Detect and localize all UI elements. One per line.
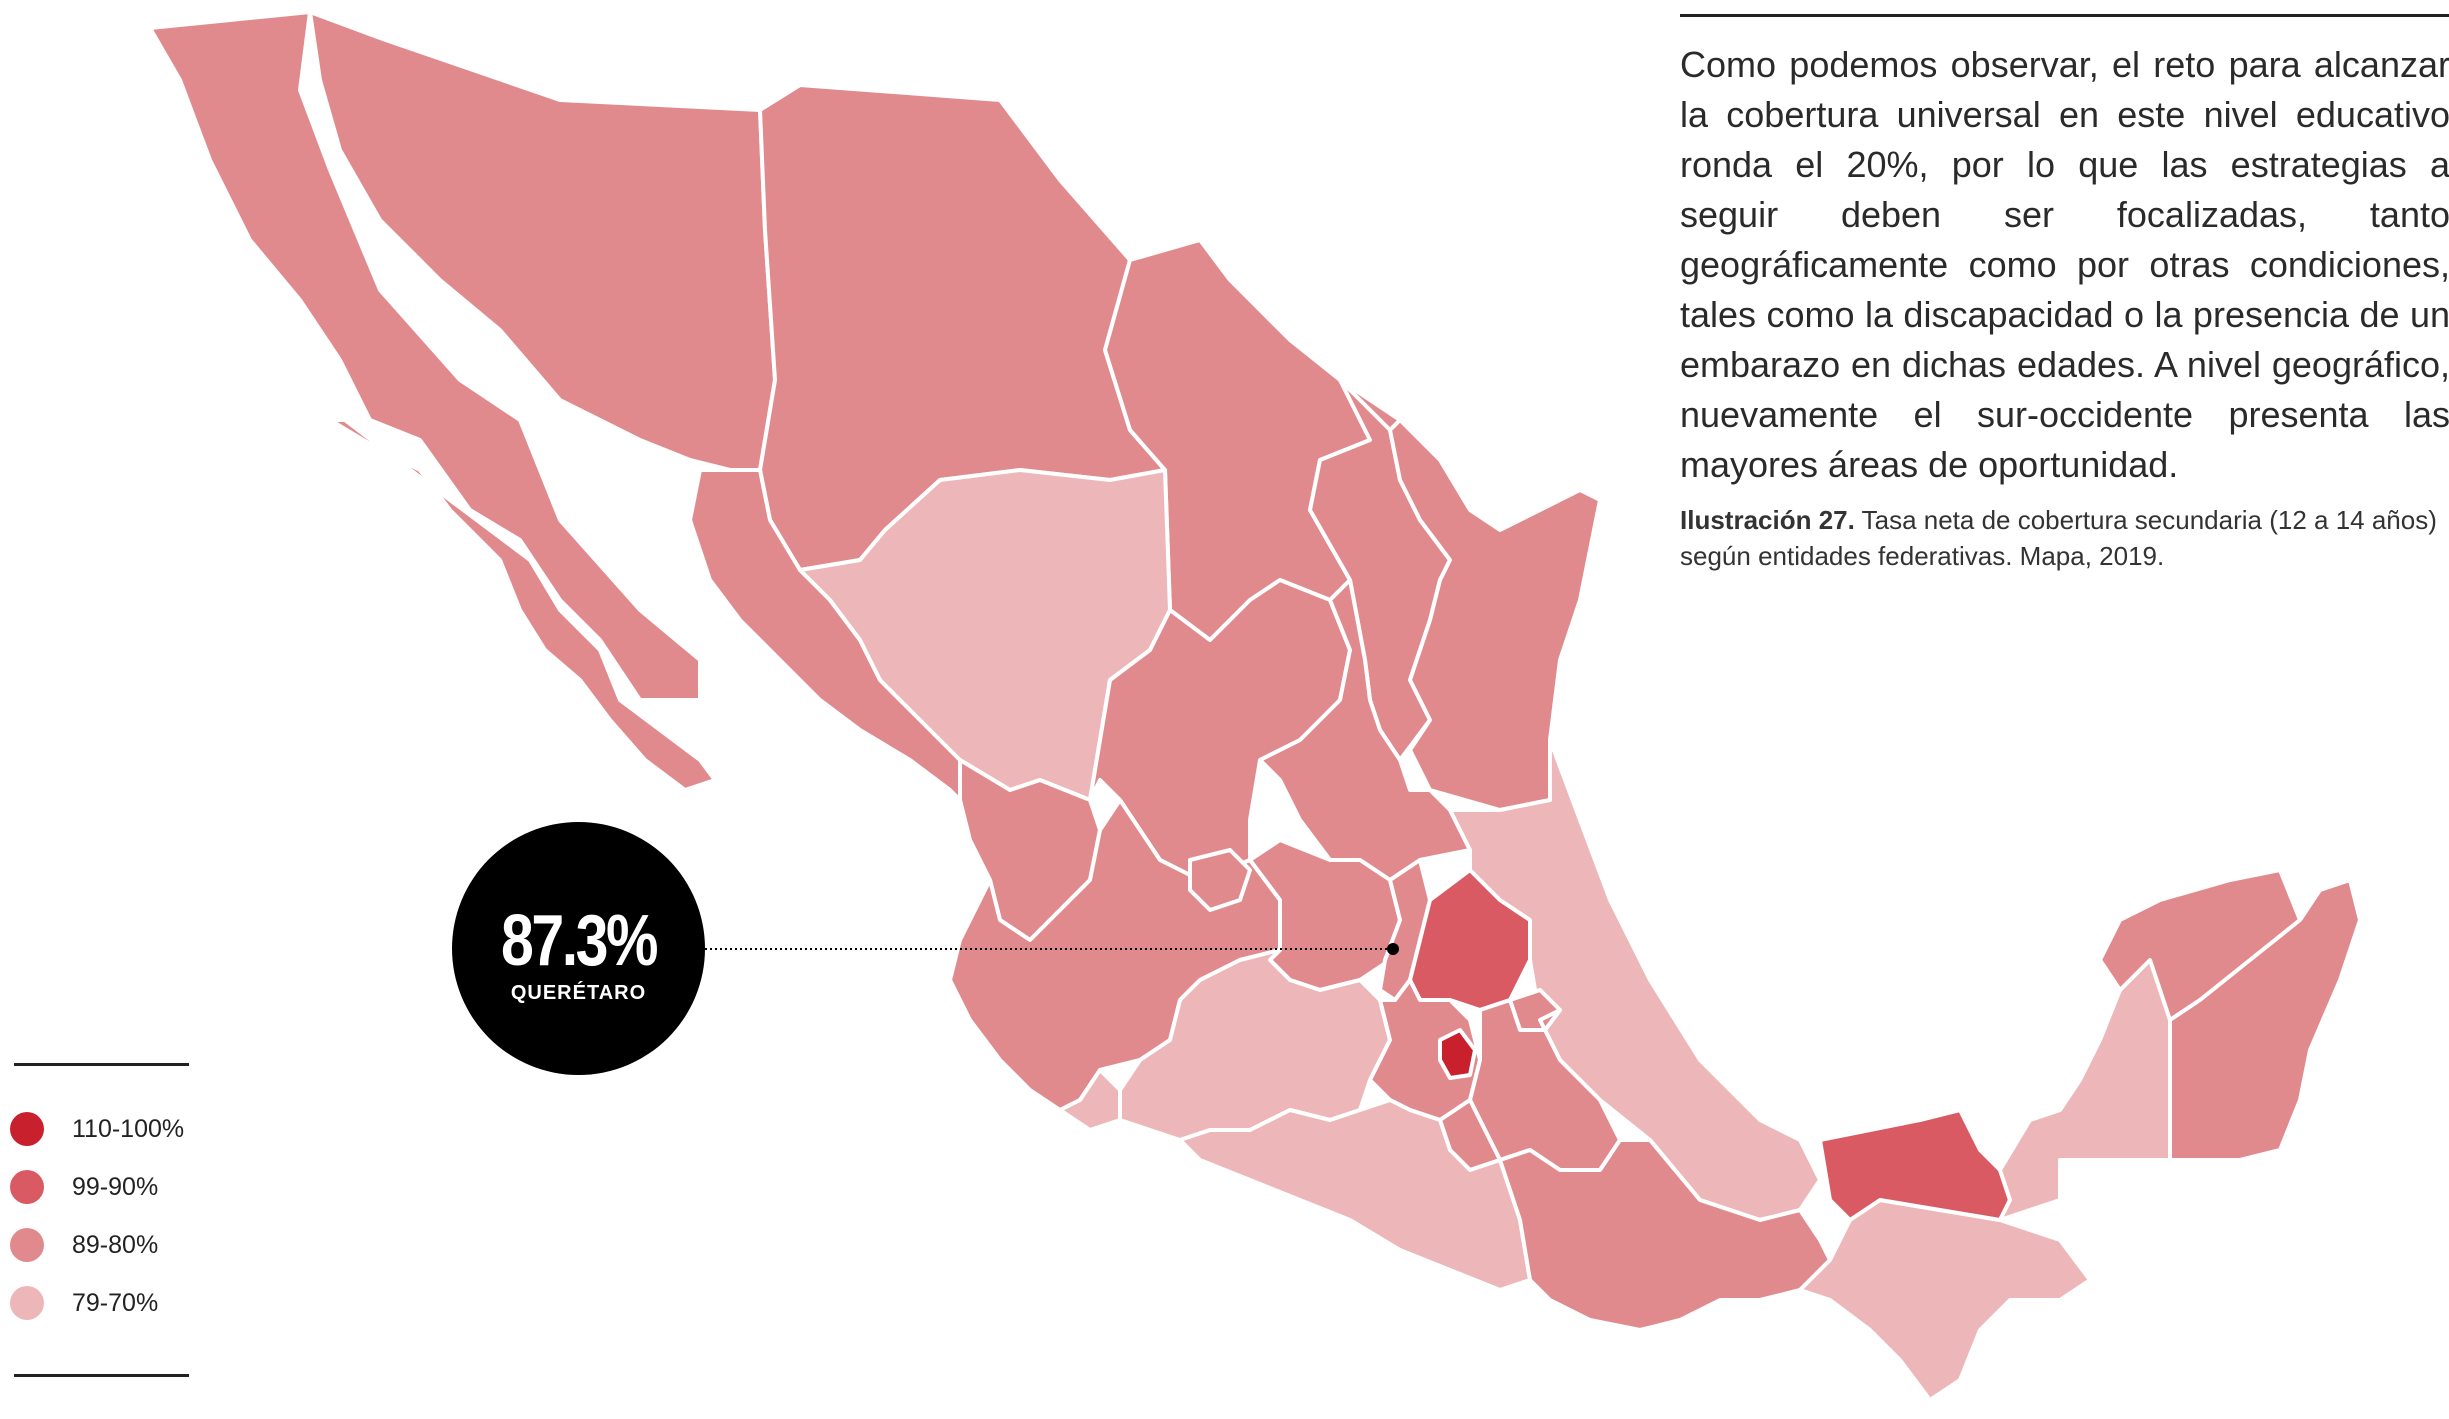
callout-value: 87.3% <box>500 901 659 981</box>
state-baja-california-sur <box>328 418 717 792</box>
top-rule <box>1680 14 2449 17</box>
state-baja-california <box>148 10 702 702</box>
legend-top-rule <box>14 1063 189 1066</box>
caption-text: Tasa neta de cobertura secundaria (12 a … <box>1680 505 2437 571</box>
state-quintana-roo <box>2168 878 2362 1162</box>
legend-label: 89-80% <box>72 1230 159 1259</box>
legend-item: 99-90% <box>10 1158 184 1216</box>
legend-item: 79-70% <box>10 1274 184 1332</box>
legend-item: 89-80% <box>10 1216 184 1274</box>
state-tabasco <box>1818 1108 2012 1222</box>
callout-state: QUERÉTARO <box>510 982 647 1004</box>
legend-label: 110-100% <box>72 1114 185 1143</box>
body-paragraph: Como podemos observar, el reto para alca… <box>1680 44 2449 485</box>
state-chiapas <box>1798 1198 2092 1402</box>
figure-caption: Ilustración 27. Tasa neta de cobertura s… <box>1680 502 2449 574</box>
legend-swatch <box>10 1112 44 1146</box>
caption-label: Ilustración 27. <box>1680 505 1855 535</box>
state-campeche <box>1998 958 2172 1222</box>
legend: 110-100% 99-90% 89-80% 79-70% <box>10 1100 184 1332</box>
queretaro-marker <box>1387 943 1399 955</box>
state-tamaulipas <box>1388 418 1602 812</box>
state-guerrero <box>1178 1098 1532 1292</box>
legend-swatch <box>10 1286 44 1320</box>
legend-bottom-rule <box>14 1374 189 1377</box>
legend-swatch <box>10 1228 44 1262</box>
callout-bubble: 87.3% QUERÉTARO <box>452 822 705 1075</box>
legend-label: 99-90% <box>72 1172 159 1201</box>
legend-label: 79-70% <box>72 1288 159 1317</box>
state-aguascalientes <box>1188 848 1252 912</box>
state-ciudad-de-mexico <box>1438 1028 1477 1080</box>
legend-swatch <box>10 1170 44 1204</box>
state-sonora <box>308 10 777 492</box>
legend-item: 110-100% <box>10 1100 184 1158</box>
